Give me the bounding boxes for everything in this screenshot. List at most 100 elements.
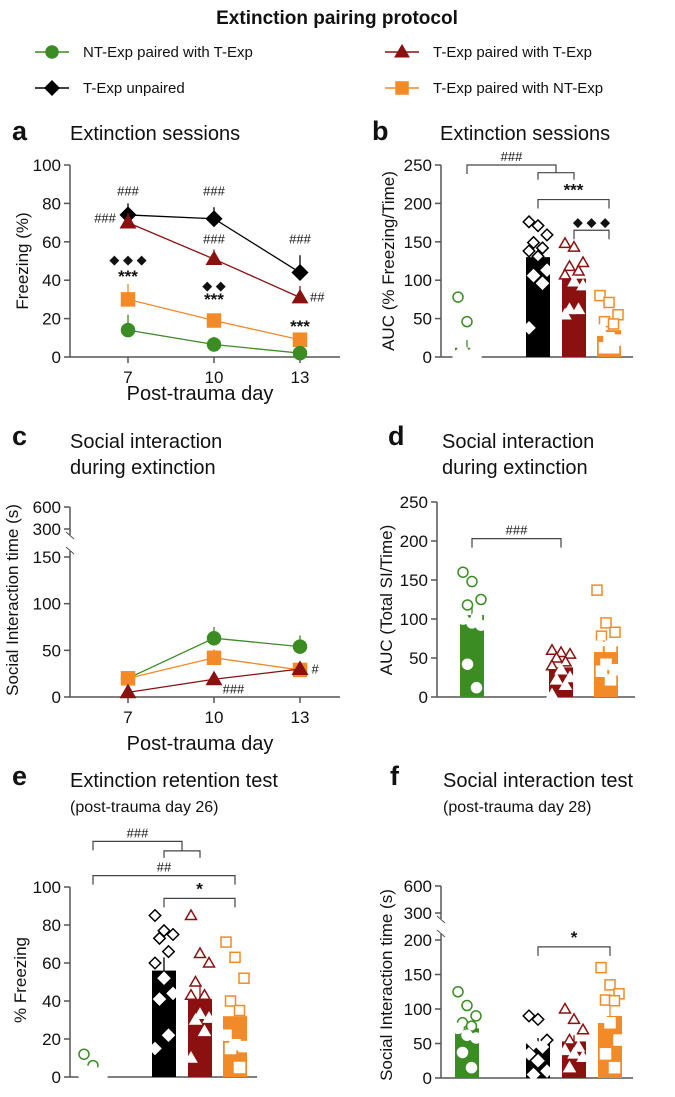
y-tick-label: 150: [404, 966, 432, 985]
data-point: [554, 662, 568, 675]
y-axis-label: Freezing (%): [13, 212, 32, 309]
data-point: [452, 986, 464, 998]
data-point: [600, 617, 612, 629]
data-point: [545, 687, 559, 700]
data-point: [461, 658, 474, 670]
axis-break-mark: [65, 546, 75, 555]
significance-annotation: ##: [310, 289, 325, 304]
y-tick-label: 0: [423, 348, 432, 367]
bar-group: [220, 936, 250, 1077]
data-point: [576, 255, 590, 268]
figure-title: Extinction pairing protocol: [216, 8, 458, 29]
data-point: [526, 268, 541, 283]
bracket-label: ###: [506, 523, 528, 538]
panel-a: a Extinction sessions 0 20 40 60 80 100 Freezing…: [12, 116, 340, 405]
series-triangle: [119, 213, 309, 304]
data-point: [184, 1051, 198, 1063]
data-point: [193, 1007, 207, 1020]
bar-group: [595, 961, 625, 1078]
bar-group: [148, 908, 180, 1077]
significance-annotation: ***: [290, 317, 310, 336]
panel-subtitle: (post-trauma day 28): [443, 799, 592, 816]
x-tick-label: 10: [205, 368, 224, 387]
legend-label: T-Exp unpaired: [83, 80, 185, 97]
y-tick-label: 100: [404, 271, 432, 290]
data-point: [571, 263, 586, 276]
data-point: [452, 291, 464, 303]
data-point: [148, 956, 162, 970]
bracket-label: ◆ ◆ ◆: [573, 214, 610, 229]
data-point: [197, 1024, 212, 1037]
sub-bracket: [163, 850, 201, 858]
panel-title: Social interaction: [442, 431, 594, 453]
y-axis-label: % Freezing: [11, 937, 30, 1023]
data-point: [161, 944, 176, 959]
y-tick-label: 600: [404, 877, 432, 896]
data-point: [576, 1050, 590, 1063]
y-tick-label: 80: [42, 194, 61, 213]
data-point: [119, 683, 137, 699]
data-point: [576, 1022, 590, 1035]
data-point: [608, 1061, 621, 1074]
data-point: [526, 235, 541, 250]
data-point: [604, 979, 616, 991]
y-tick-label: 300: [33, 520, 61, 539]
y-tick-label: 50: [413, 1035, 432, 1054]
data-point: [591, 584, 603, 596]
axis-break-mark: [65, 531, 75, 540]
y-tick-label: 250: [404, 156, 432, 175]
data-point: [197, 988, 212, 1001]
significance-annotation: ###: [117, 184, 139, 199]
legend-label: T-Exp paired with T-Exp: [433, 44, 592, 61]
bar-group: [452, 986, 482, 1078]
legend-item: T-Exp unpaired: [35, 80, 185, 97]
y-tick-label: 200: [404, 194, 432, 213]
y-tick-label: 0: [419, 688, 428, 707]
data-point: [466, 575, 478, 588]
data-point: [470, 1032, 482, 1044]
data-point: [461, 315, 473, 328]
bar-group: [545, 643, 577, 700]
data-point: [292, 345, 308, 361]
bracket: [471, 538, 562, 548]
data-point: [549, 672, 564, 685]
data-point: [558, 678, 573, 691]
axis-break-mark: [436, 915, 446, 924]
bar-group: [457, 566, 487, 697]
significance-annotation: ***: [204, 290, 224, 309]
panel-e: e Extinction retention test (post-trauma d…: [11, 761, 278, 1087]
data-point: [558, 236, 572, 249]
data-point: [594, 289, 606, 302]
data-point: [535, 1040, 550, 1054]
legend-item: T-Exp paired with T-Exp: [385, 43, 592, 61]
data-point: [540, 263, 554, 278]
panel-letter: d: [388, 421, 405, 451]
y-tick-label: 0: [52, 348, 61, 367]
data-point: [238, 972, 250, 984]
data-point: [152, 931, 167, 946]
data-point: [595, 665, 608, 678]
data-point: [184, 988, 198, 1001]
data-point: [465, 1061, 478, 1074]
data-point: [184, 908, 198, 921]
bracket-label: ***: [564, 181, 584, 200]
data-point: [291, 288, 309, 304]
data-point: [205, 250, 223, 266]
data-point: [461, 599, 474, 611]
bracket: [537, 198, 610, 209]
data-point: [206, 337, 222, 352]
data-point: [608, 994, 621, 1007]
panel-c: c Social interaction during extinction 0 50 1…: [3, 421, 340, 755]
data-point: [535, 241, 550, 255]
bar-group: [558, 236, 590, 357]
y-tick-label: 0: [423, 1069, 432, 1088]
data-point: [522, 215, 536, 229]
bar-group: [78, 1048, 108, 1082]
data-point: [205, 670, 223, 686]
series-triangle: [119, 660, 309, 699]
data-point: [563, 670, 577, 683]
data-point: [609, 626, 621, 639]
data-point: [595, 630, 608, 642]
data-point: [558, 307, 572, 320]
significance-annotation: ###: [94, 211, 116, 226]
